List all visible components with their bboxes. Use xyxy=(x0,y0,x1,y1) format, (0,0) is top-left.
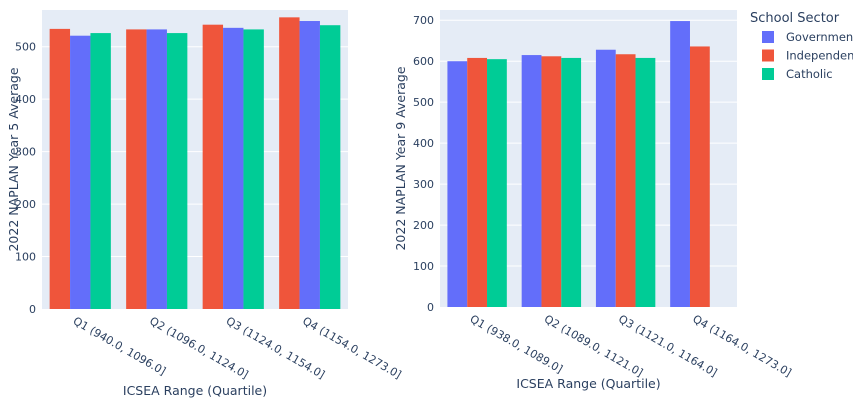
y-tick-label: 500 xyxy=(15,41,36,54)
bar-independent-4 xyxy=(689,46,710,307)
legend-item-catholic[interactable]: Catholic xyxy=(762,67,833,81)
y-tick-label: 400 xyxy=(413,137,434,150)
x-axis-title: ICSEA Range (Quartile) xyxy=(123,383,267,398)
y-tick-label: 300 xyxy=(15,146,36,159)
bar-government-4 xyxy=(299,21,320,310)
y-tick-label: 500 xyxy=(413,96,434,109)
bar-catholic-2 xyxy=(166,33,188,310)
y-axis-title: 2022 NAPLAN Year 5 Average xyxy=(6,67,21,251)
bar-government-2 xyxy=(146,29,167,309)
bar-independent-2 xyxy=(126,29,147,309)
bar-government-1 xyxy=(447,61,468,308)
bar-catholic-1 xyxy=(90,33,111,310)
legend-swatch xyxy=(762,68,774,80)
x-axis-title: ICSEA Range (Quartile) xyxy=(516,376,660,391)
legend-swatch xyxy=(762,49,774,62)
bar-government-3 xyxy=(223,27,244,310)
bar-catholic-4 xyxy=(319,25,341,309)
bar-catholic-3 xyxy=(243,29,264,309)
bar-government-3 xyxy=(595,49,616,308)
y-tick-label: 700 xyxy=(413,14,434,27)
legend-item-government[interactable]: Government xyxy=(762,30,853,44)
bar-catholic-1 xyxy=(487,59,507,308)
y-tick-label: 400 xyxy=(15,93,36,106)
legend-title: School Sector xyxy=(750,11,840,26)
y-tick-label: 200 xyxy=(413,219,434,232)
y-tick-label: 100 xyxy=(413,260,434,273)
y-tick-label: 200 xyxy=(15,198,36,211)
bar-independent-3 xyxy=(202,24,224,310)
bar-independent-4 xyxy=(279,17,300,309)
legend-swatch xyxy=(762,31,774,43)
legend-label: Independent xyxy=(786,49,853,63)
bar-government-2 xyxy=(521,55,542,307)
bar-government-1 xyxy=(70,35,91,309)
legend-item-independent[interactable]: Independent xyxy=(762,49,853,63)
bar-government-4 xyxy=(670,21,690,307)
bar-catholic-2 xyxy=(561,57,582,307)
y-tick-label: 600 xyxy=(413,55,434,68)
legend-label: Government xyxy=(786,30,853,44)
bar-catholic-3 xyxy=(635,57,656,307)
bar-independent-1 xyxy=(49,28,71,309)
y-tick-label: 300 xyxy=(413,178,434,191)
y-tick-label: 0 xyxy=(427,301,434,314)
bar-independent-2 xyxy=(541,56,562,308)
y-tick-label: 100 xyxy=(15,251,36,264)
y-axis-title: 2022 NAPLAN Year 9 Average xyxy=(393,66,408,250)
legend: School Sector Government Independent Catho… xyxy=(750,11,853,81)
bar-independent-3 xyxy=(615,54,636,307)
legend-label: Catholic xyxy=(786,67,833,81)
bar-independent-1 xyxy=(467,57,488,307)
y-tick-label: 0 xyxy=(29,303,36,316)
